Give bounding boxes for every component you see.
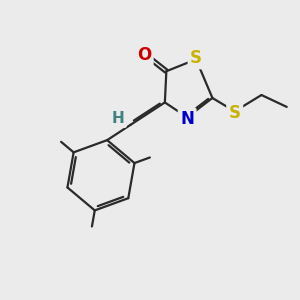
Text: O: O [137, 46, 151, 64]
Text: N: N [180, 110, 194, 128]
Text: S: S [229, 104, 241, 122]
Text: H: H [112, 111, 124, 126]
Text: S: S [190, 49, 202, 67]
